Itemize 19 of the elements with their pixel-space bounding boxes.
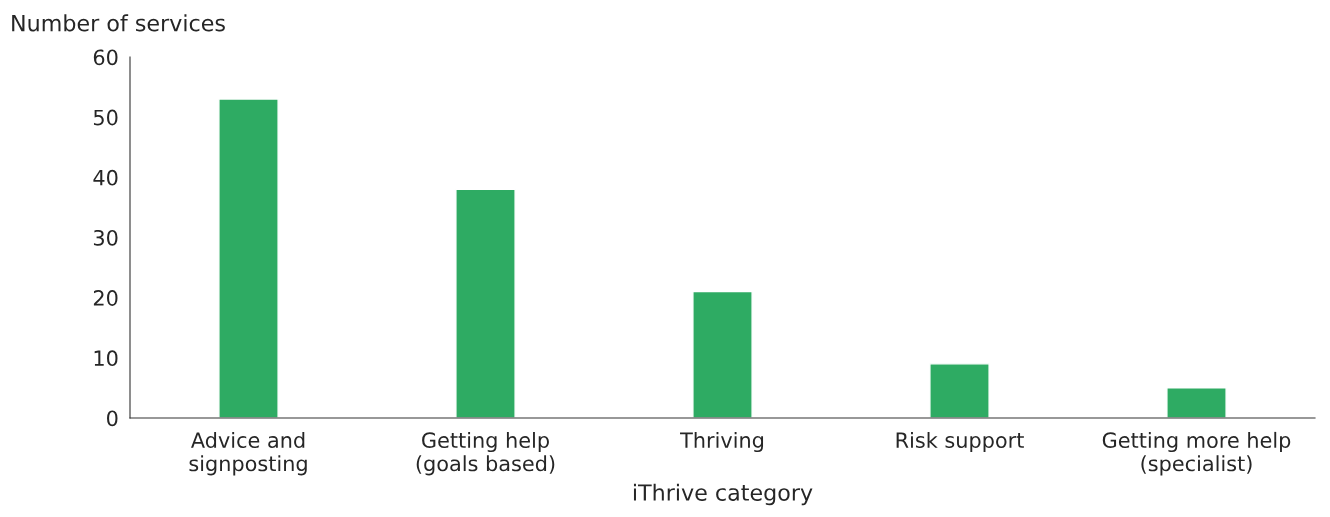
x-tick-label: Risk support bbox=[896, 431, 1024, 453]
y-tick-label: 60 bbox=[93, 49, 118, 66]
bar bbox=[218, 98, 279, 418]
bar bbox=[929, 363, 990, 418]
bar bbox=[455, 188, 516, 418]
x-tick-label: Getting more help (specialist) bbox=[1102, 431, 1291, 476]
bar bbox=[1166, 387, 1227, 418]
x-tick-label: Getting help (goals based) bbox=[416, 431, 555, 476]
y-tick-label: 30 bbox=[93, 229, 118, 246]
y-tick-label: 50 bbox=[93, 109, 118, 126]
y-tick-label: 10 bbox=[94, 350, 118, 367]
x-axis-title: iThrive category bbox=[633, 483, 813, 506]
x-tick-label: Advice and signposting bbox=[189, 431, 307, 476]
y-axis-title: Number of services bbox=[12, 14, 225, 32]
y-tick-label: 20 bbox=[93, 290, 118, 306]
x-tick-label: Thriving bbox=[680, 431, 764, 453]
y-tick-label: 40 bbox=[93, 169, 118, 186]
bar bbox=[692, 290, 753, 418]
y-tick-label: 0 bbox=[107, 410, 118, 427]
